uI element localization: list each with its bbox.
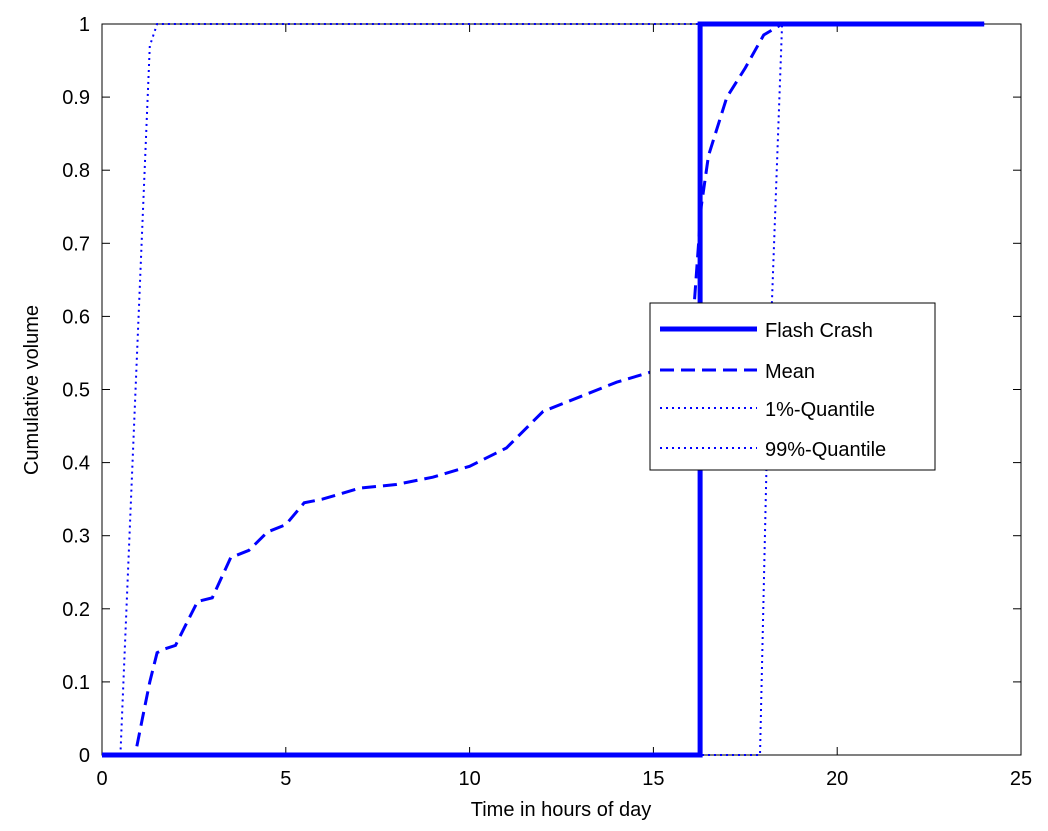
x-axis-title: Time in hours of day (471, 799, 651, 821)
x-tick-label: 5 (280, 768, 291, 790)
y-axis-ticks: 0 0.1 0.2 0.3 0.4 0.5 0.6 0.7 0.8 0.9 1 (62, 14, 1021, 767)
legend-label-mean: Mean (765, 361, 815, 383)
y-tick-label: 0.7 (62, 233, 90, 255)
y-tick-label: 0.4 (62, 453, 90, 475)
x-tick-label: 10 (458, 768, 480, 790)
legend-label-99pct-quantile: 99%-Quantile (765, 439, 886, 461)
x-tick-label: 20 (826, 768, 848, 790)
y-tick-label: 0.8 (62, 160, 90, 182)
x-axis-ticks: 0 5 10 15 20 25 (96, 24, 1032, 790)
y-tick-label: 0.1 (62, 672, 90, 694)
y-tick-label: 1 (79, 14, 90, 36)
legend-label-1pct-quantile: 1%-Quantile (765, 399, 875, 421)
y-tick-label: 0.9 (62, 87, 90, 109)
x-tick-label: 15 (642, 768, 664, 790)
y-tick-label: 0 (79, 745, 90, 767)
y-tick-label: 0.5 (62, 380, 90, 402)
series-line-mean (102, 22, 985, 757)
legend-label-flash-crash: Flash Crash (765, 320, 873, 342)
y-tick-label: 0.3 (62, 526, 90, 548)
y-tick-label: 0.2 (62, 599, 90, 621)
y-axis-title: Cumulative volume (21, 305, 43, 475)
x-tick-label: 0 (96, 768, 107, 790)
x-tick-label: 25 (1010, 768, 1032, 790)
y-tick-label: 0.6 (62, 306, 90, 328)
series-line-99pct-quantile (102, 23, 985, 756)
legend: Flash Crash Mean 1%-Quantile 99%-Quantil… (649, 302, 936, 471)
